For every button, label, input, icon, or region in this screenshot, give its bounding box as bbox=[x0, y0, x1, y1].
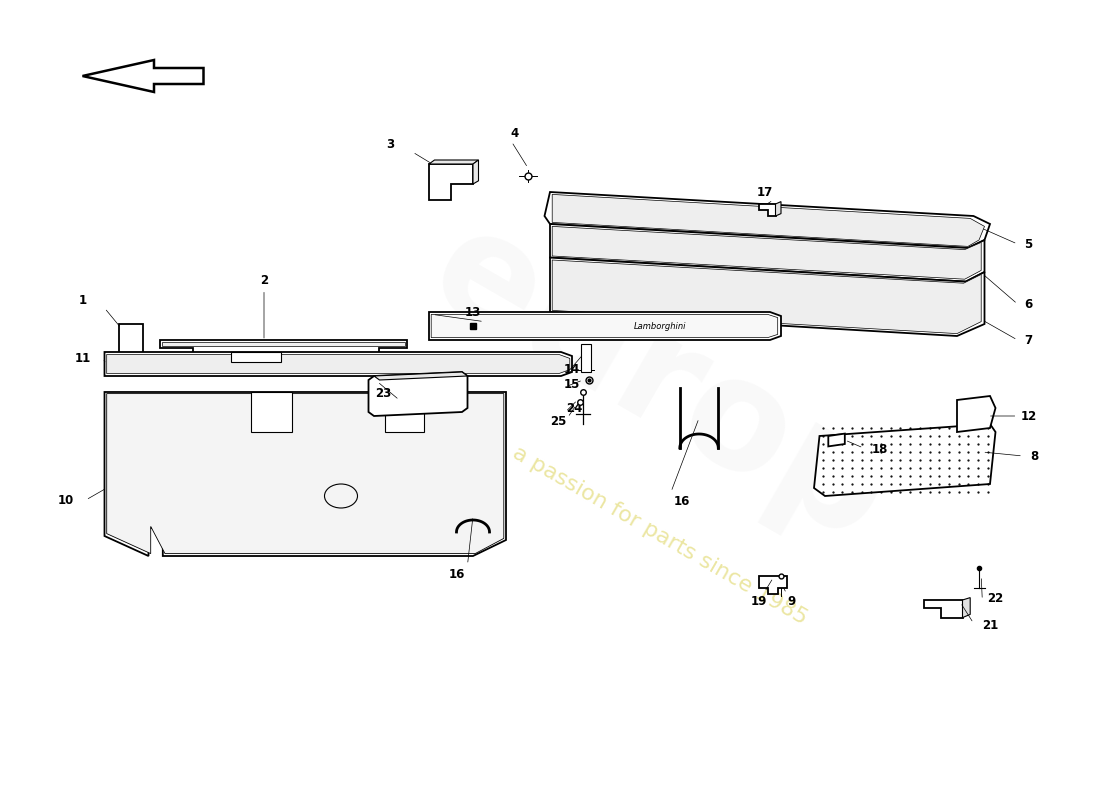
Polygon shape bbox=[924, 600, 962, 618]
Text: Lamborghini: Lamborghini bbox=[634, 322, 686, 331]
Text: 13: 13 bbox=[465, 306, 481, 318]
Polygon shape bbox=[429, 312, 781, 340]
Polygon shape bbox=[82, 60, 204, 92]
Text: a passion for parts since 1985: a passion for parts since 1985 bbox=[509, 443, 811, 629]
Polygon shape bbox=[119, 324, 143, 368]
Text: 15: 15 bbox=[564, 378, 580, 390]
Polygon shape bbox=[104, 392, 506, 556]
Text: 25: 25 bbox=[551, 415, 566, 428]
Polygon shape bbox=[429, 164, 473, 200]
Polygon shape bbox=[581, 344, 591, 372]
Text: 23: 23 bbox=[375, 387, 390, 400]
Text: 4: 4 bbox=[510, 127, 519, 140]
Text: 24: 24 bbox=[566, 402, 582, 414]
Polygon shape bbox=[368, 372, 468, 416]
Polygon shape bbox=[231, 352, 280, 362]
Text: 8: 8 bbox=[1030, 450, 1038, 462]
Polygon shape bbox=[776, 202, 781, 216]
Polygon shape bbox=[550, 258, 984, 336]
Polygon shape bbox=[431, 314, 778, 338]
Text: 12: 12 bbox=[1021, 410, 1036, 422]
Polygon shape bbox=[107, 354, 570, 374]
Polygon shape bbox=[107, 394, 504, 554]
Text: europ: europ bbox=[405, 194, 915, 574]
Polygon shape bbox=[251, 392, 292, 432]
Text: 5: 5 bbox=[1024, 238, 1033, 250]
Polygon shape bbox=[544, 192, 990, 248]
Polygon shape bbox=[104, 352, 572, 376]
Text: 7: 7 bbox=[1024, 334, 1033, 346]
Polygon shape bbox=[828, 434, 845, 446]
Polygon shape bbox=[550, 224, 984, 282]
Polygon shape bbox=[385, 392, 424, 432]
Text: 16: 16 bbox=[449, 568, 464, 581]
Polygon shape bbox=[759, 204, 775, 216]
Text: 10: 10 bbox=[58, 494, 74, 506]
Polygon shape bbox=[759, 576, 786, 594]
Polygon shape bbox=[552, 260, 981, 334]
Polygon shape bbox=[162, 342, 405, 346]
Text: 17: 17 bbox=[757, 186, 772, 198]
Polygon shape bbox=[552, 194, 984, 246]
Text: 3: 3 bbox=[386, 138, 395, 150]
Text: 16: 16 bbox=[674, 495, 690, 508]
Text: 22: 22 bbox=[988, 592, 1003, 605]
Polygon shape bbox=[160, 340, 407, 372]
Text: 11: 11 bbox=[75, 352, 90, 365]
Text: 9: 9 bbox=[788, 595, 796, 608]
Polygon shape bbox=[552, 226, 981, 279]
Polygon shape bbox=[429, 160, 478, 164]
Polygon shape bbox=[814, 424, 996, 496]
Text: 14: 14 bbox=[564, 363, 580, 376]
Text: 2: 2 bbox=[260, 274, 268, 286]
Polygon shape bbox=[374, 372, 467, 380]
Text: 1: 1 bbox=[78, 294, 87, 306]
Polygon shape bbox=[957, 396, 996, 432]
Polygon shape bbox=[962, 598, 970, 618]
Text: 21: 21 bbox=[982, 619, 998, 632]
Text: 19: 19 bbox=[751, 595, 767, 608]
Text: 18: 18 bbox=[872, 443, 888, 456]
Text: 6: 6 bbox=[1024, 298, 1033, 310]
Polygon shape bbox=[473, 160, 478, 184]
